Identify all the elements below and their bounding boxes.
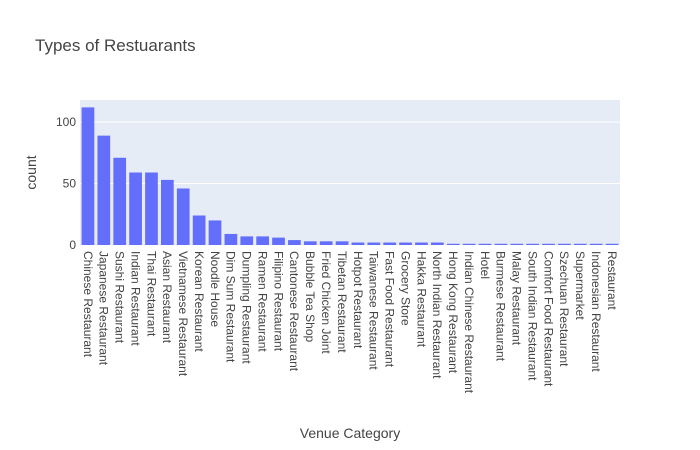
bar[interactable] [272, 237, 285, 245]
x-tick-label: Fried Chicken Joint [319, 251, 333, 354]
x-tick-label: Hong Kong Restaurant [446, 251, 460, 374]
x-tick-label: Grocery Store [398, 251, 412, 326]
y-tick-labels: 0 50 100 [56, 115, 76, 252]
x-tick-label: Filipino Restaurant [271, 251, 285, 352]
bar[interactable] [542, 243, 555, 245]
x-tick-label: South Indian Restaurant [525, 251, 539, 381]
y-tick-label: 50 [63, 177, 77, 191]
bar[interactable] [383, 242, 397, 245]
bar[interactable] [81, 107, 95, 245]
x-tick-label: Thai Restaurant [144, 251, 158, 337]
bar[interactable] [288, 240, 301, 245]
bar[interactable] [415, 242, 428, 245]
bar[interactable] [573, 243, 587, 245]
y-axis-title: count [23, 155, 39, 189]
x-tick-label: Indonesian Restaurant [589, 251, 603, 372]
x-axis-title: Venue Category [300, 425, 400, 441]
x-tick-label: North Indian Restaurant [430, 251, 444, 379]
x-tick-label: Ramen Restaurant [255, 251, 269, 352]
x-tick-label: Burmese Restaurant [494, 251, 508, 362]
x-tick-label: Noodle House [208, 251, 222, 327]
x-tick-label: Bubble Tea Shop [303, 251, 317, 343]
x-tick-label: Fast Food Restaurant [383, 251, 397, 368]
bar[interactable] [319, 241, 333, 245]
bar[interactable] [605, 243, 619, 245]
bar[interactable] [510, 243, 524, 245]
x-tick-label: Taiwanese Restaurant [367, 251, 381, 370]
bar[interactable] [208, 220, 222, 245]
bar[interactable] [161, 179, 174, 245]
x-tick-label: Dumpling Restaurant [240, 251, 254, 364]
bar[interactable] [303, 241, 317, 245]
bar[interactable] [399, 242, 412, 245]
bar[interactable] [478, 243, 492, 245]
bar[interactable] [335, 241, 349, 245]
x-tick-label: Chinese Restaurant [81, 251, 95, 358]
x-tick-label: Comfort Food Restaurant [541, 251, 555, 387]
x-tick-label: Supermarket [573, 251, 587, 320]
bar[interactable] [494, 243, 508, 245]
x-tick-label: Restaurant [605, 251, 619, 310]
bar[interactable] [113, 157, 127, 245]
bar[interactable] [192, 215, 206, 245]
bar[interactable] [176, 188, 190, 245]
bar[interactable] [526, 243, 539, 245]
bar[interactable] [129, 172, 142, 246]
bars [81, 107, 619, 246]
x-tick-label: Szechuan Restaurant [557, 251, 571, 367]
x-tick-labels: Chinese Restaurant Japanese Restaurant Sus… [81, 251, 619, 394]
bar[interactable] [462, 243, 476, 245]
x-tick-label: Tibetan Restaurant [335, 251, 349, 353]
x-tick-label: Vietnamese Restaurant [176, 251, 190, 377]
x-tick-label: Sushi Restaurant [113, 251, 127, 344]
bar[interactable] [367, 242, 381, 245]
x-tick-label: Japanese Restaurant [97, 251, 111, 366]
bar[interactable] [224, 233, 238, 245]
x-tick-label: Hakka Restaurant [414, 251, 428, 348]
y-tick-label: 0 [69, 238, 76, 252]
bar[interactable] [589, 243, 603, 245]
x-tick-label: Asian Restaurant [160, 251, 174, 344]
bar[interactable] [240, 236, 254, 245]
bar[interactable] [558, 243, 571, 245]
x-tick-label: Korean Restaurant [192, 251, 206, 352]
bar[interactable] [97, 135, 111, 245]
bar[interactable] [446, 243, 460, 245]
bar[interactable] [351, 242, 365, 245]
chart-title: Types of Restuarants [35, 36, 196, 55]
x-tick-label: Hotel [478, 251, 492, 279]
x-tick-label: Indian Restaurant [128, 251, 142, 346]
x-tick-label: Indian Chinese Restaurant [462, 251, 476, 394]
x-tick-label: Hotpot Restaurant [351, 251, 365, 349]
y-tick-label: 100 [56, 115, 76, 129]
bar[interactable] [431, 242, 444, 245]
x-tick-label: Dim Sum Restaurant [224, 251, 238, 363]
x-tick-label: Cantonese Restaurant [287, 251, 301, 372]
x-tick-label: Malay Restaurant [510, 251, 524, 346]
bar[interactable] [145, 172, 158, 246]
bar[interactable] [256, 236, 269, 245]
